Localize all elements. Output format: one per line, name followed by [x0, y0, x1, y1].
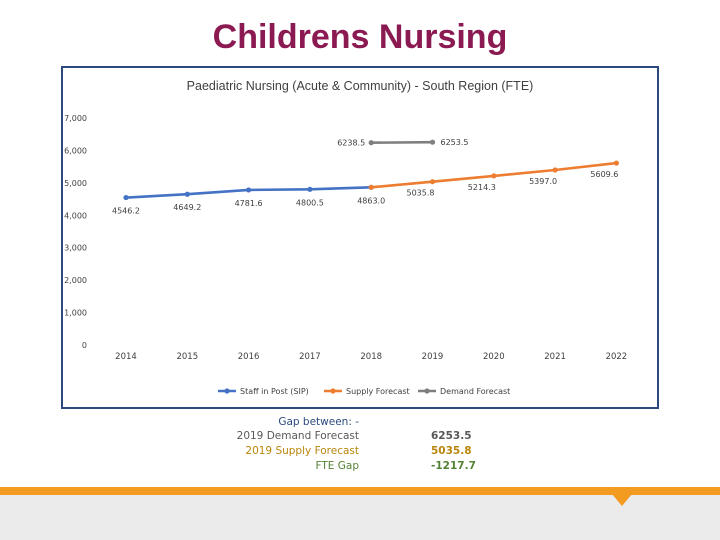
y-tick-label: 1,000 [64, 309, 87, 318]
legend-label: Staff in Post (SIP) [240, 387, 309, 396]
gap-row-value: 5035.8 [431, 445, 472, 457]
y-tick-label: 0 [82, 341, 87, 350]
data-point-staff-in-post-sip [123, 194, 129, 201]
y-tick-label: 5,000 [64, 179, 87, 188]
y-tick-label: 7,000 [64, 114, 87, 123]
gap-row-label: FTE Gap [315, 460, 359, 472]
legend-label: Demand Forecast [440, 387, 510, 396]
footer-notch [612, 494, 632, 506]
x-tick-label: 2022 [606, 352, 628, 362]
y-tick-label: 6,000 [64, 146, 87, 155]
x-tick-label: 2019 [422, 352, 444, 362]
data-label-staff-in-post-sip: 4649.2 [173, 203, 201, 212]
footer-area [0, 495, 720, 540]
footer-bar [0, 487, 720, 495]
x-tick-label: 2017 [299, 352, 321, 362]
gap-row-value: 6253.5 [431, 430, 472, 442]
data-label-staff-in-post-sip: 4781.6 [235, 199, 263, 208]
x-tick-label: 2015 [176, 352, 198, 362]
chart-title: Paediatric Nursing (Acute & Community) -… [187, 79, 534, 93]
legend-label: Supply Forecast [346, 387, 410, 396]
y-tick-label: 2,000 [64, 276, 87, 285]
x-tick-label: 2016 [238, 352, 260, 362]
data-point-supply-forecast [368, 184, 374, 190]
data-point-supply-forecast [613, 160, 620, 166]
data-point-staff-in-post-sip [307, 186, 313, 192]
slide-title: Childrens Nursing [212, 18, 508, 56]
legend-marker [330, 388, 336, 394]
line-chart: Paediatric Nursing (Acute & Community) -… [64, 79, 628, 396]
gap-row-label: 2019 Supply Forecast [245, 445, 359, 457]
legend-marker [424, 388, 430, 394]
data-label-staff-in-post-sip: 4800.5 [296, 198, 324, 207]
y-tick-label: 3,000 [64, 244, 87, 253]
x-tick-label: 2018 [360, 352, 382, 362]
data-point-supply-forecast [552, 167, 558, 173]
legend-marker [224, 388, 230, 394]
data-label-supply-forecast: 5397.0 [529, 177, 557, 186]
data-label-supply-forecast: 5609.6 [590, 170, 618, 179]
data-point-supply-forecast [491, 173, 497, 179]
x-tick-label: 2021 [544, 352, 566, 362]
data-point-demand-forecast [429, 139, 436, 145]
data-point-staff-in-post-sip [246, 187, 252, 193]
data-label-staff-in-post-sip: 4863.0 [357, 196, 385, 205]
data-point-demand-forecast [368, 140, 374, 146]
x-tick-label: 2014 [115, 352, 137, 362]
gap-row-label: 2019 Demand Forecast [236, 430, 359, 442]
x-tick-label: 2020 [483, 352, 505, 362]
data-point-supply-forecast [429, 179, 436, 185]
data-label-supply-forecast: 5214.3 [468, 183, 496, 192]
data-label-demand-forecast: 6238.5 [337, 139, 365, 148]
gap-table: Gap between: - 2019 Demand Forecast 6253.… [236, 414, 480, 474]
gap-heading: Gap between: - [278, 416, 359, 428]
data-label-demand-forecast: 6253.5 [441, 138, 469, 147]
gap-row-value: -1217.7 [431, 460, 476, 472]
data-label-staff-in-post-sip: 4546.2 [112, 207, 140, 216]
data-point-staff-in-post-sip [184, 191, 190, 197]
y-tick-label: 4,000 [64, 211, 87, 220]
chart-frame: Paediatric Nursing (Acute & Community) -… [61, 66, 659, 409]
data-label-supply-forecast: 5035.8 [407, 189, 435, 198]
